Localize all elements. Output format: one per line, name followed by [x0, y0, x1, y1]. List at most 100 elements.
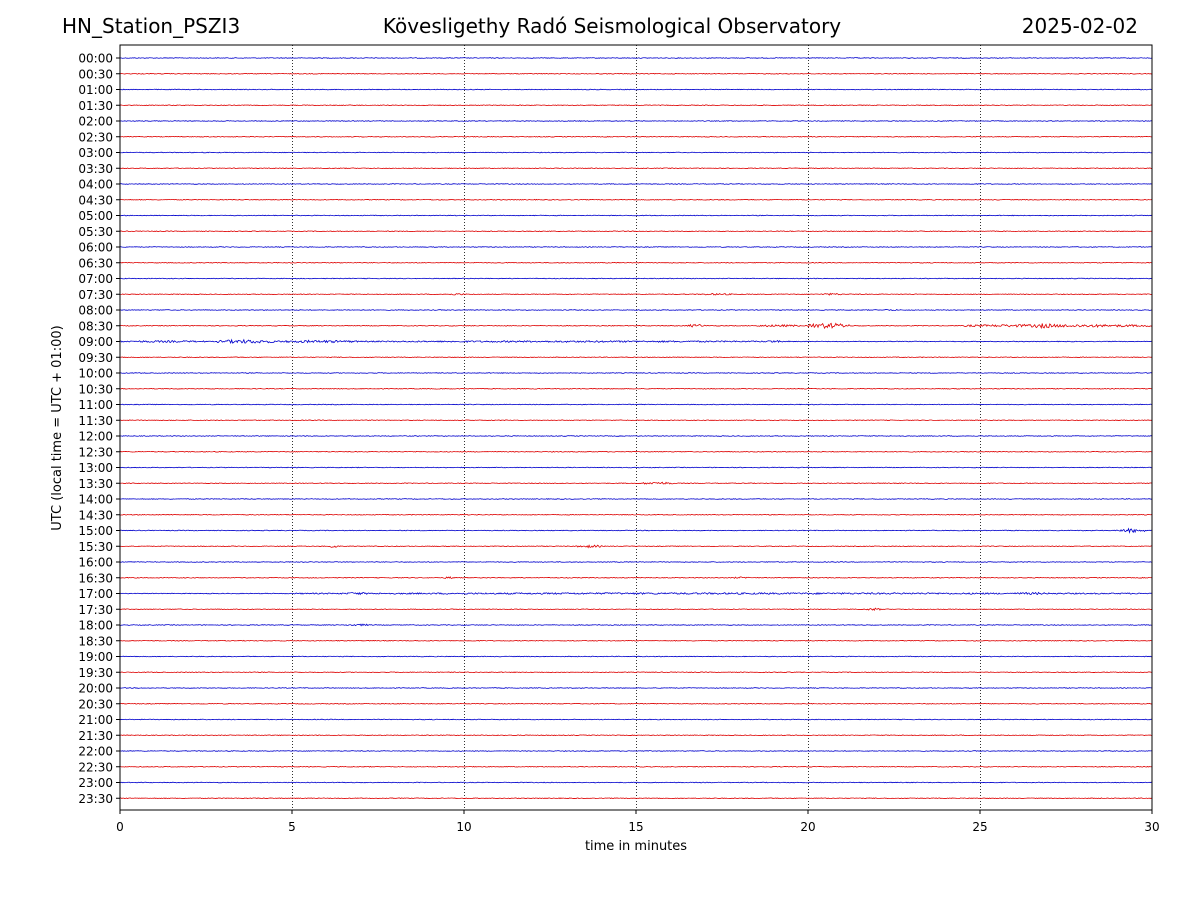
trace-0230 [119, 135, 1153, 138]
trace-0500 [119, 214, 1153, 217]
trace-2030 [119, 702, 1153, 705]
y-tick-label: 19:30 [78, 666, 113, 680]
trace-0600 [119, 246, 1153, 248]
y-tick-label: 10:30 [78, 382, 113, 396]
y-tick-label: 17:30 [78, 603, 113, 617]
trace-1930 [119, 671, 1153, 674]
y-tick-label: 05:00 [78, 209, 113, 223]
y-tick-label: 01:00 [78, 83, 113, 97]
y-tick-label: 13:30 [78, 477, 113, 491]
trace-1330 [119, 481, 1153, 485]
trace-0300 [119, 151, 1153, 154]
trace-1430 [119, 513, 1153, 516]
x-tick-label: 10 [456, 820, 471, 834]
trace-0730 [119, 292, 1153, 296]
trace-0630 [119, 261, 1153, 264]
vertical-gridlines [292, 45, 981, 810]
trace-1800 [119, 623, 1153, 627]
y-tick-label: 01:30 [78, 99, 113, 113]
trace-1400 [119, 498, 1153, 500]
trace-0130 [119, 104, 1153, 107]
y-tick-label: 23:00 [78, 776, 113, 790]
y-tick-label: 05:30 [78, 225, 113, 239]
chart-title: Kövesligethy Radó Seismological Observat… [382, 14, 842, 38]
y-tick-label: 14:30 [78, 508, 113, 522]
y-tick-label: 02:00 [78, 115, 113, 129]
x-tick-label: 25 [972, 820, 987, 834]
trace-1000 [119, 372, 1153, 374]
y-tick-label: 17:00 [78, 587, 113, 601]
y-axis-label: UTC (local time = UTC + 01:00) [50, 325, 65, 530]
y-tick-label: 08:30 [78, 319, 113, 333]
y-tick-label: 04:00 [78, 178, 113, 192]
trace-1200 [119, 435, 1153, 437]
trace-1730 [119, 607, 1153, 611]
trace-0930 [119, 356, 1153, 359]
y-tick-label: 02:30 [78, 130, 113, 144]
y-tick-label: 12:00 [78, 430, 113, 444]
y-tick-label: 20:00 [78, 682, 113, 696]
x-tick-label: 5 [288, 820, 296, 834]
y-tick-label: 19:00 [78, 650, 113, 664]
y-tick-label: 03:30 [78, 162, 113, 176]
trace-1600 [119, 561, 1153, 563]
y-tick-label: 07:30 [78, 288, 113, 302]
trace-2330 [119, 797, 1153, 800]
y-tick-label: 09:00 [78, 335, 113, 349]
x-tick-label: 15 [628, 820, 643, 834]
y-tick-label: 08:00 [78, 304, 113, 318]
trace-0400 [119, 183, 1153, 185]
y-tick-label: 06:00 [78, 241, 113, 255]
x-tick-labels: 0 5 10 15 20 25 30 [116, 810, 1160, 834]
trace-2200 [119, 750, 1153, 752]
trace-2300 [119, 781, 1153, 784]
trace-1130 [119, 419, 1153, 422]
y-tick-label: 11:30 [78, 414, 113, 428]
trace-1230 [119, 450, 1153, 453]
y-tick-label: 11:00 [78, 398, 113, 412]
y-tick-label: 04:30 [78, 193, 113, 207]
y-tick-label: 16:30 [78, 571, 113, 585]
trace-1030 [119, 387, 1153, 390]
trace-1630 [119, 576, 1153, 579]
trace-0330 [119, 167, 1153, 170]
y-tick-label: 00:30 [78, 67, 113, 81]
y-tick-label: 13:00 [78, 461, 113, 475]
y-tick-label: 21:30 [78, 729, 113, 743]
y-tick-label: 16:00 [78, 556, 113, 570]
trace-0830 [119, 322, 1153, 330]
seismic-traces [119, 57, 1153, 800]
trace-2000 [119, 687, 1153, 689]
y-tick-label: 12:30 [78, 445, 113, 459]
x-axis-label: time in minutes [585, 839, 687, 854]
trace-1530 [119, 544, 1153, 549]
y-tick-label: 15:00 [78, 524, 113, 538]
y-tick-label: 18:00 [78, 619, 113, 633]
y-tick-label: 03:00 [78, 146, 113, 160]
trace-2130 [119, 734, 1153, 737]
trace-0100 [119, 88, 1152, 91]
trace-0530 [119, 230, 1153, 233]
trace-2100 [119, 718, 1153, 721]
trace-0800 [119, 308, 1153, 311]
trace-1300 [119, 466, 1153, 469]
trace-2230 [120, 765, 1153, 768]
trace-0430 [119, 198, 1153, 201]
trace-1500 [119, 527, 1153, 534]
trace-1900 [119, 655, 1153, 658]
y-tick-label: 14:00 [78, 493, 113, 507]
x-tick-label: 30 [1144, 820, 1159, 834]
y-tick-label: 20:30 [78, 697, 113, 711]
trace-0200 [119, 120, 1153, 122]
y-tick-label: 09:30 [78, 351, 113, 365]
trace-0700 [119, 277, 1153, 280]
y-tick-label: 00:00 [78, 52, 113, 66]
y-tick-label: 10:00 [78, 367, 113, 381]
trace-0030 [119, 72, 1153, 75]
y-tick-label: 22:30 [78, 760, 113, 774]
plot-frame [119, 44, 1153, 811]
x-tick-label: 0 [116, 820, 124, 834]
plot-date: 2025-02-02 [1021, 14, 1138, 38]
